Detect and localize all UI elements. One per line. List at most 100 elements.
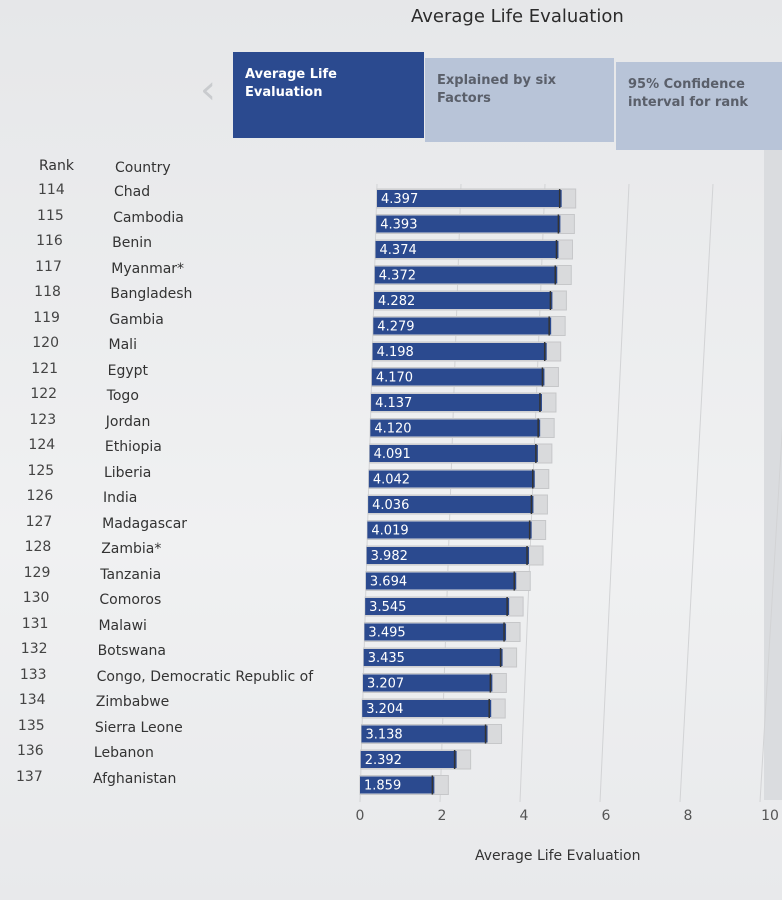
bar-value-label: 4.042 <box>373 473 410 488</box>
country-cell[interactable]: Gambia <box>109 311 164 328</box>
country-cell[interactable]: Mali <box>108 337 137 353</box>
tab-label-line1: 95% Confidence <box>628 77 745 92</box>
bar[interactable] <box>374 266 558 284</box>
bar-value-label: 3.435 <box>368 651 405 666</box>
tab-label-line2: Evaluation <box>245 85 323 100</box>
x-tick-label: 0 <box>356 808 365 824</box>
bar[interactable] <box>366 547 530 564</box>
bar[interactable] <box>374 292 553 309</box>
bar-value-label: 4.374 <box>380 243 417 258</box>
previous-tab-arrow-icon[interactable]: ‹ <box>200 67 216 113</box>
tab-confidence-interval[interactable]: 95% Confidence interval for rank <box>616 62 782 150</box>
rank-cell: 134 <box>18 692 46 708</box>
bar[interactable] <box>369 445 538 462</box>
bar[interactable] <box>361 725 488 743</box>
bar[interactable] <box>373 317 552 335</box>
country-cell[interactable]: Sierra Leone <box>94 719 183 736</box>
bar-value-label: 4.170 <box>376 371 413 386</box>
rank-cell: 130 <box>22 590 50 606</box>
rank-cell: 117 <box>35 258 62 275</box>
bar[interactable] <box>377 190 562 207</box>
rank-cell: 119 <box>33 309 60 326</box>
bar[interactable] <box>368 496 534 513</box>
bar-value-label: 3.495 <box>368 626 405 641</box>
bar-value-label: 4.393 <box>380 218 417 233</box>
country-cell[interactable]: Egypt <box>107 362 148 379</box>
bar-value-label: 4.091 <box>374 447 411 462</box>
bar[interactable] <box>360 751 457 768</box>
rank-cell: 129 <box>23 564 51 581</box>
country-cell[interactable]: Lebanon <box>93 745 154 761</box>
rank-cell: 118 <box>34 284 61 300</box>
country-cell[interactable]: Afghanistan <box>93 770 177 787</box>
bar-value-label: 4.282 <box>378 294 415 309</box>
bar[interactable] <box>368 470 535 488</box>
country-cell[interactable]: Jordan <box>105 413 151 430</box>
bar-value-label: 3.982 <box>371 549 408 564</box>
bar[interactable] <box>362 700 492 717</box>
bar[interactable] <box>364 623 507 641</box>
bar[interactable] <box>372 343 547 360</box>
rank-cell: 115 <box>37 207 64 224</box>
rank-cell: 116 <box>36 233 63 249</box>
rank-cell: 122 <box>30 386 58 402</box>
country-cell[interactable]: Myanmar* <box>111 260 185 277</box>
country-cell[interactable]: Bangladesh <box>110 286 193 302</box>
bar[interactable] <box>371 394 542 411</box>
tab-label-line2: Factors <box>437 91 491 106</box>
tab-label-line2: interval for rank <box>628 95 748 110</box>
country-cell[interactable]: Zimbabwe <box>95 694 170 710</box>
country-cell[interactable]: Togo <box>106 388 139 404</box>
country-cell[interactable]: Liberia <box>103 464 152 481</box>
rank-cell: 132 <box>20 641 48 657</box>
bar[interactable] <box>363 649 503 666</box>
gridline <box>759 426 782 803</box>
gridline <box>679 183 714 803</box>
bar[interactable] <box>375 241 559 258</box>
tab-explained-by-six-factors[interactable]: Explained by six Factors <box>425 58 614 142</box>
bar-value-label: 3.138 <box>365 728 402 743</box>
scrollbar-track[interactable] <box>764 150 782 800</box>
country-cell[interactable]: Congo, Democratic Republic of <box>96 668 314 685</box>
bar-value-label: 4.372 <box>379 269 416 284</box>
bar-value-label: 4.019 <box>371 524 408 539</box>
tab-average-life-evaluation[interactable]: Average Life Evaluation <box>233 52 424 138</box>
bar-value-label: 3.694 <box>370 575 407 590</box>
country-cell[interactable]: Tanzania <box>100 566 162 583</box>
country-cell[interactable]: Ethiopia <box>104 439 162 455</box>
country-cell[interactable]: Zambia* <box>101 541 162 557</box>
bar-value-label: 4.397 <box>381 192 418 207</box>
country-cell[interactable]: Botswana <box>97 643 166 659</box>
country-cell[interactable]: Chad <box>114 184 151 200</box>
bar[interactable] <box>367 521 532 539</box>
bar-value-label: 4.120 <box>374 422 411 437</box>
bar-value-label: 4.198 <box>377 345 414 360</box>
x-tick-label: 2 <box>438 808 447 824</box>
bar[interactable] <box>362 674 493 692</box>
country-cell[interactable]: Madagascar <box>102 515 188 532</box>
bar[interactable] <box>365 572 517 590</box>
bar-value-label: 3.545 <box>369 600 406 615</box>
country-cell[interactable]: Comoros <box>99 592 162 608</box>
bar[interactable] <box>371 368 545 386</box>
rank-cell: 121 <box>31 360 59 377</box>
country-cell[interactable]: Cambodia <box>113 209 184 226</box>
rank-cell: 124 <box>28 437 56 453</box>
country-cell[interactable]: Benin <box>112 235 153 251</box>
gridline <box>599 183 630 803</box>
country-cell[interactable]: India <box>103 490 138 506</box>
bar[interactable] <box>365 598 510 615</box>
country-header: Country <box>115 160 171 176</box>
bar[interactable] <box>370 419 541 437</box>
x-axis-title: Average Life Evaluation <box>475 848 641 864</box>
rank-cell: 131 <box>21 615 49 632</box>
tab-label-line1: Average Life <box>245 67 337 82</box>
country-cell[interactable]: Malawi <box>98 617 147 634</box>
bar-value-label: 3.207 <box>367 677 404 692</box>
bar[interactable] <box>376 215 561 233</box>
gridline <box>519 183 546 803</box>
x-tick-label: 4 <box>520 808 529 824</box>
bar-value-label: 4.279 <box>377 320 414 335</box>
bar[interactable] <box>360 776 435 794</box>
